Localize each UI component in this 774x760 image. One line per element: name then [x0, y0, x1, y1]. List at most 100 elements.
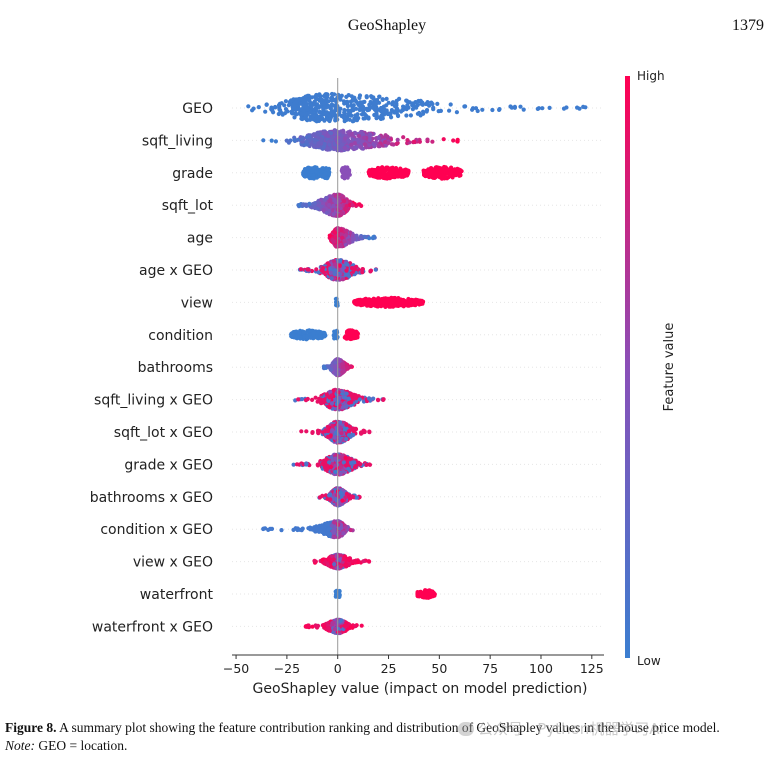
- feature-label: condition x GEO: [100, 522, 213, 538]
- data-point: [353, 145, 358, 150]
- data-point: [360, 270, 365, 275]
- feature-label: grade x GEO: [124, 457, 213, 473]
- data-point: [282, 103, 287, 108]
- data-point: [342, 111, 347, 116]
- data-point: [322, 118, 327, 123]
- feature-label: view: [181, 295, 213, 311]
- data-point: [330, 135, 335, 140]
- data-point: [455, 139, 460, 144]
- feature-label: grade: [172, 166, 213, 182]
- data-point: [344, 262, 349, 267]
- data-point: [358, 235, 363, 240]
- data-point: [391, 174, 396, 179]
- data-point: [296, 397, 301, 402]
- data-point: [327, 142, 332, 147]
- data-point: [296, 334, 302, 339]
- data-point: [348, 108, 353, 113]
- data-point: [547, 105, 552, 110]
- data-point: [373, 267, 378, 272]
- data-point: [333, 106, 338, 111]
- data-point: [389, 142, 394, 147]
- data-point: [490, 107, 495, 113]
- page-number: 1379: [732, 17, 764, 34]
- data-point: [302, 116, 307, 121]
- data-point: [289, 98, 294, 103]
- data-point: [414, 105, 419, 110]
- data-point: [518, 104, 523, 109]
- data-point: [264, 102, 269, 107]
- data-point: [310, 397, 315, 402]
- data-point: [331, 212, 336, 217]
- data-point: [322, 104, 327, 109]
- data-point: [314, 96, 319, 101]
- data-point: [372, 143, 377, 148]
- data-point: [368, 132, 373, 137]
- data-point: [313, 113, 318, 118]
- feature-dots: [301, 164, 464, 181]
- data-point: [442, 164, 447, 170]
- data-point: [379, 113, 384, 118]
- data-point: [364, 94, 369, 99]
- data-point: [395, 113, 400, 118]
- data-point: [405, 103, 410, 108]
- data-point: [328, 105, 333, 111]
- data-point: [349, 400, 354, 405]
- data-point: [307, 328, 312, 333]
- data-point: [306, 134, 311, 139]
- data-point: [339, 142, 345, 147]
- running-title: GeoShapley: [347, 17, 427, 34]
- data-point: [332, 230, 338, 235]
- data-point: [329, 131, 334, 136]
- data-point: [345, 170, 350, 175]
- data-point: [292, 138, 297, 143]
- data-point: [480, 107, 485, 112]
- feature-dots: [296, 192, 364, 218]
- data-point: [427, 103, 432, 108]
- data-point: [342, 101, 347, 106]
- data-point: [448, 171, 453, 176]
- data-point: [341, 130, 346, 135]
- feature-label: condition: [148, 328, 213, 344]
- data-point: [376, 302, 381, 307]
- data-point: [384, 96, 389, 101]
- data-point: [470, 107, 475, 112]
- data-point: [294, 99, 299, 104]
- data-point: [394, 141, 399, 146]
- data-point: [299, 116, 304, 121]
- data-point: [302, 112, 307, 117]
- data-point: [359, 112, 365, 117]
- data-point: [336, 390, 341, 395]
- data-point: [316, 105, 321, 110]
- data-point: [312, 107, 317, 112]
- data-point: [322, 334, 327, 339]
- data-point: [346, 138, 351, 143]
- feature-dots: [333, 295, 426, 309]
- data-point: [298, 111, 303, 116]
- data-point: [365, 108, 370, 113]
- data-point: [416, 300, 421, 305]
- data-point: [376, 136, 381, 141]
- feature-label: waterfront x GEO: [92, 619, 213, 635]
- data-point: [389, 295, 394, 300]
- data-point: [368, 269, 373, 274]
- data-point: [269, 138, 274, 143]
- data-point: [375, 175, 381, 180]
- data-point: [354, 332, 359, 337]
- data-point: [261, 138, 266, 143]
- data-point: [246, 104, 251, 109]
- data-point: [354, 99, 359, 104]
- data-point: [344, 272, 349, 277]
- data-point: [328, 197, 333, 202]
- data-point: [367, 102, 372, 107]
- data-point: [370, 236, 375, 241]
- feature-label: GEO: [182, 101, 213, 117]
- data-point: [330, 238, 335, 243]
- data-point: [317, 131, 322, 136]
- data-point: [318, 334, 323, 339]
- data-point: [357, 107, 362, 113]
- data-point: [497, 107, 502, 112]
- data-point: [367, 236, 372, 241]
- data-point: [348, 336, 353, 341]
- data-point: [310, 430, 315, 435]
- data-point: [408, 113, 413, 118]
